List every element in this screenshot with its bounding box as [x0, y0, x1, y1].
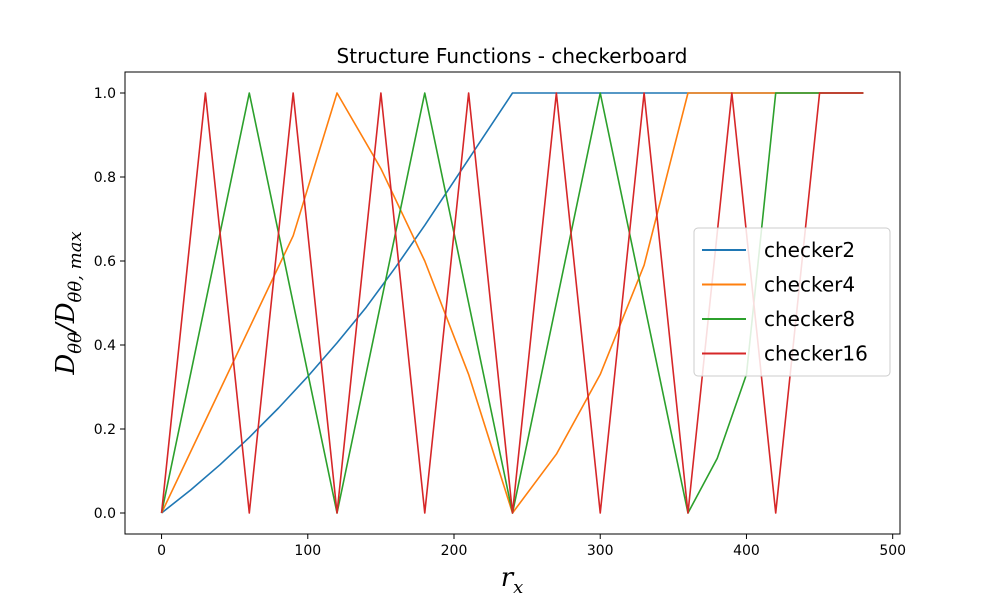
legend-box: [693, 227, 891, 377]
legend-label: checker16: [764, 342, 868, 366]
x-tick-label: 200: [441, 543, 468, 559]
legend-label: checker2: [764, 238, 855, 262]
y-tick-label: 0.6: [94, 254, 116, 270]
y-axis-label: Dθθ/Dθθ, max: [51, 231, 86, 375]
legend-item-checker4: checker4: [702, 273, 855, 297]
legend-item-checker16: checker16: [702, 342, 868, 366]
x-tick-label: 300: [587, 543, 614, 559]
legend-item-checker2: checker2: [702, 238, 855, 262]
legend-label: checker4: [764, 273, 855, 297]
x-tick-label: 500: [879, 543, 906, 559]
series-line-checker8: [160, 92, 864, 514]
legend-label: checker8: [764, 307, 855, 331]
series-line-checker2: [161, 92, 864, 514]
x-tick-label: 400: [733, 543, 760, 559]
y-tick-label: 1.0: [94, 86, 116, 102]
x-tick-label: 0: [157, 543, 166, 559]
y-tick-label: 0.2: [94, 422, 116, 438]
x-tick-label: 100: [294, 543, 321, 559]
legend-item-checker8: checker8: [702, 307, 855, 331]
x-axis-ticks: 0 100 200 300 400 500: [157, 534, 906, 559]
y-tick-label: 0.4: [94, 338, 116, 354]
x-axis-label: rx: [501, 563, 524, 598]
series-line-checker4: [160, 92, 864, 514]
y-tick-label: 0.0: [94, 506, 116, 522]
legend: checker2 checker4 checker8 checker16: [693, 227, 891, 377]
y-tick-label: 0.8: [94, 170, 116, 186]
chart-title: Structure Functions - checkerboard: [337, 44, 688, 68]
y-axis-ticks: 0.0 0.2 0.4 0.6 0.8 1.0: [94, 86, 125, 522]
axes-frame: [124, 71, 901, 535]
